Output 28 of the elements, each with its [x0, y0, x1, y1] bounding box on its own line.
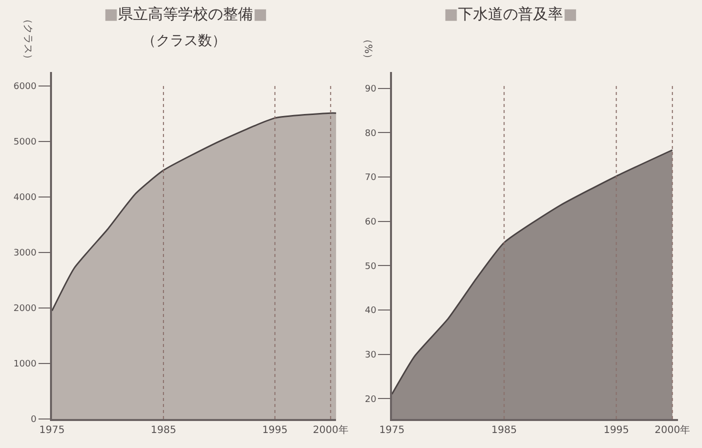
- y-axis-title: （%）: [362, 34, 374, 64]
- x-tick-label: 1985: [150, 424, 176, 436]
- chart-subtitle: （クラス数）: [142, 33, 226, 49]
- x-tick-label: 1975: [379, 424, 405, 436]
- chart-title: ■県立高等学校の整備■: [104, 5, 268, 23]
- y-tick-label: 6000: [14, 82, 37, 92]
- y-tick-label: 60: [364, 218, 377, 228]
- x-tick-label: 1975: [39, 424, 65, 436]
- y-tick-label: 70: [364, 173, 377, 184]
- y-tick-label: 1000: [14, 360, 37, 370]
- y-tick-label: 90: [364, 84, 377, 95]
- x-tick-label: 2000年: [654, 424, 690, 436]
- y-tick-label: 50: [364, 262, 377, 272]
- y-tick-label: 80: [364, 128, 377, 139]
- x-tick-label: 1995: [262, 424, 288, 436]
- x-tick-label: 2000年: [312, 424, 348, 436]
- x-tick-label: 1985: [491, 424, 517, 436]
- y-tick-label: 30: [364, 350, 377, 360]
- y-tick-label: 40: [364, 306, 377, 316]
- y-tick-label: 0: [30, 415, 37, 426]
- x-tick-label: 1995: [604, 424, 630, 436]
- y-tick-label: 2000: [14, 304, 37, 314]
- chart-title: ■下水道の普及率■: [444, 5, 578, 23]
- y-tick-label: 20: [364, 394, 377, 405]
- y-tick-label: 5000: [14, 138, 37, 148]
- y-tick-label: 4000: [14, 193, 37, 204]
- y-tick-label: 3000: [14, 248, 37, 259]
- y-axis-title: （クラス）: [22, 14, 34, 64]
